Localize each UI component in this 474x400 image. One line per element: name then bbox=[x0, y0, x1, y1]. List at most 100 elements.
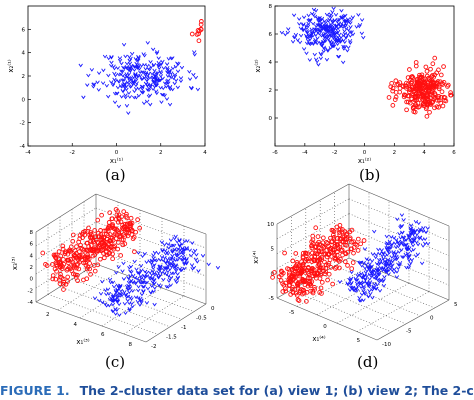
data-point bbox=[315, 30, 321, 35]
data-point bbox=[164, 272, 169, 277]
data-point bbox=[339, 8, 344, 13]
data-point bbox=[165, 251, 171, 256]
data-point bbox=[310, 241, 316, 246]
data-point bbox=[315, 234, 321, 239]
data-point bbox=[185, 239, 190, 243]
data-point bbox=[311, 258, 317, 264]
data-point bbox=[361, 286, 367, 291]
data-point bbox=[356, 13, 361, 17]
data-point bbox=[417, 236, 422, 241]
data-point bbox=[195, 259, 200, 264]
data-point bbox=[161, 86, 166, 91]
data-point bbox=[399, 224, 404, 229]
data-point bbox=[436, 67, 441, 73]
grid-line bbox=[348, 198, 450, 242]
data-point bbox=[414, 232, 420, 236]
data-point bbox=[392, 257, 398, 262]
data-point bbox=[330, 228, 336, 233]
data-point bbox=[408, 231, 414, 235]
data-point bbox=[301, 15, 307, 20]
data-point bbox=[342, 242, 348, 248]
data-point bbox=[290, 258, 296, 264]
data-point bbox=[323, 269, 329, 275]
data-point bbox=[166, 273, 171, 278]
data-point bbox=[417, 84, 423, 90]
x-tick-label: 6 bbox=[452, 150, 456, 156]
data-point bbox=[348, 276, 354, 281]
data-point bbox=[156, 275, 161, 280]
data-point bbox=[150, 263, 156, 268]
data-point bbox=[147, 67, 152, 72]
data-point bbox=[126, 284, 132, 289]
data-point bbox=[375, 282, 380, 287]
data-point bbox=[353, 278, 359, 283]
data-point bbox=[319, 257, 324, 262]
x-tick-label: -4 bbox=[302, 150, 308, 156]
data-point bbox=[325, 262, 331, 268]
data-point bbox=[141, 284, 147, 289]
data-point bbox=[152, 286, 157, 290]
data-point bbox=[173, 78, 179, 83]
data-point bbox=[374, 286, 379, 291]
box-edge bbox=[95, 263, 207, 305]
data-point bbox=[296, 17, 302, 21]
data-point bbox=[170, 243, 175, 248]
data-point bbox=[304, 299, 309, 304]
data-point bbox=[357, 261, 362, 265]
data-point bbox=[349, 30, 354, 34]
data-point bbox=[412, 109, 418, 115]
data-point bbox=[343, 19, 349, 24]
data-point bbox=[374, 262, 380, 266]
data-point bbox=[91, 85, 96, 89]
data-point bbox=[354, 286, 359, 291]
x-axis-label: x₁⁽⁴⁾ bbox=[312, 335, 325, 343]
data-point bbox=[88, 271, 93, 277]
data-point bbox=[178, 250, 183, 255]
data-point bbox=[301, 27, 307, 31]
data-point bbox=[139, 77, 144, 82]
data-point bbox=[377, 289, 383, 293]
data-point bbox=[304, 51, 309, 56]
data-point bbox=[57, 281, 63, 286]
data-point bbox=[308, 17, 313, 22]
data-point bbox=[286, 27, 291, 31]
data-point bbox=[173, 234, 178, 239]
data-point bbox=[120, 78, 125, 83]
data-point bbox=[303, 24, 309, 28]
plot-frame bbox=[274, 5, 455, 147]
x-axis-label: x₁⁽³⁾ bbox=[76, 338, 89, 346]
data-point bbox=[150, 87, 156, 91]
data-point bbox=[400, 241, 405, 246]
data-point bbox=[341, 44, 346, 49]
data-point bbox=[342, 250, 348, 256]
data-point bbox=[387, 263, 392, 268]
data-point bbox=[404, 238, 409, 242]
data-point bbox=[121, 226, 126, 232]
data-point bbox=[392, 97, 398, 102]
data-point bbox=[171, 271, 177, 276]
data-point bbox=[307, 37, 313, 42]
data-point bbox=[86, 244, 92, 249]
data-point bbox=[173, 278, 178, 283]
data-point bbox=[448, 92, 453, 98]
data-point bbox=[165, 70, 171, 75]
data-point bbox=[393, 251, 399, 256]
data-point bbox=[313, 33, 319, 37]
data-point bbox=[351, 250, 356, 256]
data-point bbox=[357, 298, 362, 303]
data-point bbox=[111, 309, 116, 313]
data-point bbox=[70, 260, 76, 266]
box-edge bbox=[35, 301, 147, 343]
data-point bbox=[126, 68, 132, 73]
data-point bbox=[319, 42, 324, 47]
data-point bbox=[429, 74, 434, 80]
data-point bbox=[329, 40, 334, 45]
data-point bbox=[423, 64, 429, 70]
data-point bbox=[124, 64, 129, 69]
data-point bbox=[371, 268, 377, 273]
data-point bbox=[407, 67, 412, 72]
series-circle bbox=[270, 222, 367, 304]
data-point bbox=[349, 266, 355, 271]
data-point bbox=[338, 24, 344, 29]
data-point bbox=[448, 90, 453, 95]
